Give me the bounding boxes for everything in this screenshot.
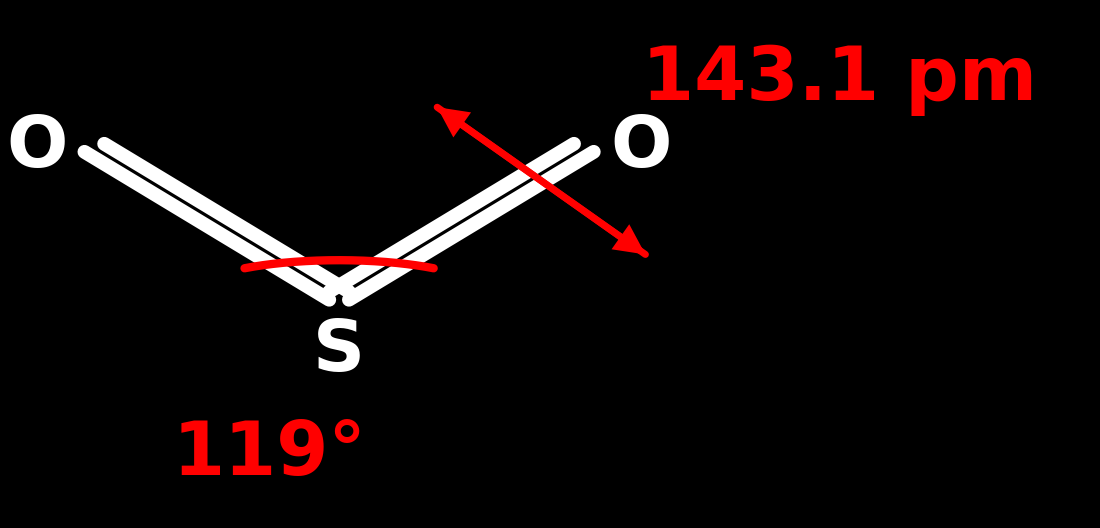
- Text: O: O: [7, 114, 68, 182]
- Text: S: S: [314, 317, 365, 386]
- Text: 119°: 119°: [173, 418, 367, 491]
- Text: 143.1 pm: 143.1 pm: [641, 43, 1037, 116]
- Text: O: O: [610, 114, 672, 182]
